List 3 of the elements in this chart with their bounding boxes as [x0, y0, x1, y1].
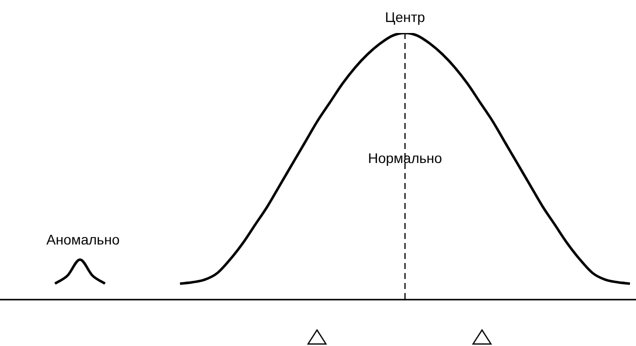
annotation: Нормально — [368, 150, 442, 166]
text: Центр — [384, 8, 426, 25]
annotation: Аномально — [46, 231, 120, 248]
